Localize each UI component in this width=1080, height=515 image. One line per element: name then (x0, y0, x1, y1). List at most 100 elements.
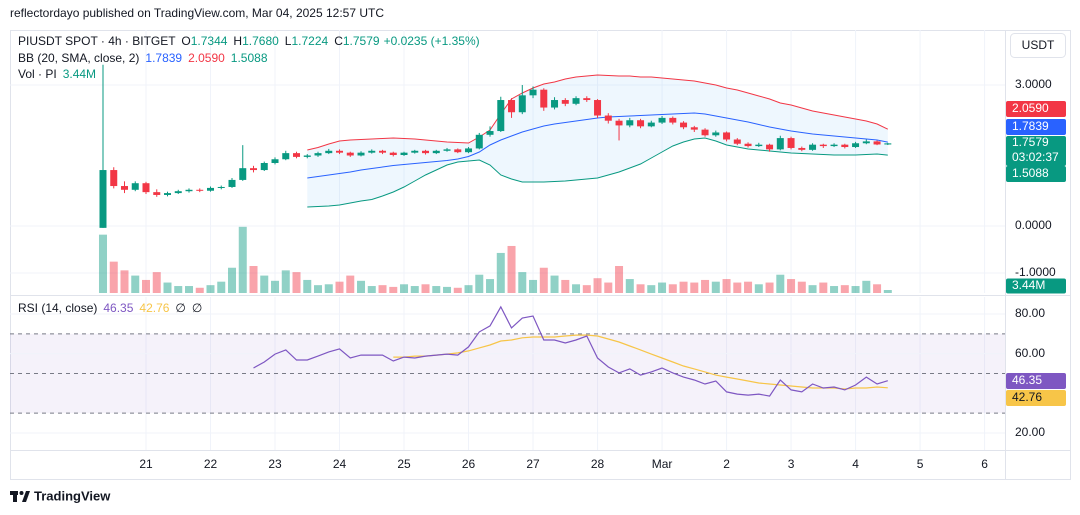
legend-key: L (285, 34, 292, 48)
y-tick-label: 3.0000 (1015, 77, 1052, 91)
volume-bar (367, 286, 376, 293)
legend-value: 1.7579 (343, 34, 380, 48)
volume-bar (776, 274, 785, 293)
volume-bar (228, 267, 237, 293)
x-tick-label: 28 (591, 457, 605, 471)
legend-indicator: RSI (14, close) (18, 301, 97, 315)
y-tick-label: 60.00 (1015, 346, 1045, 360)
x-tick-label: 4 (852, 457, 859, 471)
candle-body (153, 192, 161, 195)
volume-bar (883, 290, 892, 293)
legend-value: 2.0590 (188, 51, 225, 65)
brand: TradingView (34, 488, 111, 503)
legend-value: 46.35 (103, 301, 133, 315)
legend-value: 1.7839 (145, 51, 182, 65)
candle-body (680, 122, 688, 128)
volume-bar (701, 279, 710, 293)
volume-bar (346, 275, 355, 293)
volume-bar (873, 284, 882, 293)
candle-body (110, 170, 118, 187)
volume-bar (195, 287, 204, 293)
volume-bar (733, 282, 742, 293)
volume-bar (464, 285, 473, 293)
x-tick-label: 5 (917, 457, 924, 471)
candle-body (776, 138, 784, 150)
volume-bar (303, 279, 312, 293)
candle-body (346, 152, 354, 156)
candle-body (196, 189, 204, 191)
candle-body (357, 152, 365, 156)
volume-bar (582, 285, 591, 293)
x-tick-label: 23 (268, 457, 282, 471)
candle-body (647, 122, 655, 127)
candle-body (379, 150, 387, 153)
rsi-pill-bg (1006, 390, 1066, 406)
volume-bar (625, 279, 634, 293)
legend-value: 42.76 (139, 301, 169, 315)
legend-row: BB (20, SMA, close, 2) 1.7839 2.0590 1.5088 (18, 51, 268, 65)
volume-bar (271, 280, 280, 293)
candle-body (540, 89, 548, 108)
candle-body (637, 120, 645, 127)
candle-body (314, 153, 322, 156)
x-tick-label: 21 (139, 457, 153, 471)
volume-bar (744, 281, 753, 293)
volume-bar (378, 285, 387, 293)
candle-body (594, 100, 602, 116)
candle-body (841, 144, 849, 148)
y-tick-label: 20.00 (1015, 425, 1045, 439)
volume-bar (443, 286, 452, 293)
candle-body (701, 129, 709, 136)
volume-bar (120, 270, 129, 293)
x-tick-label: 3 (788, 457, 795, 471)
volume-bar (658, 282, 667, 293)
x-tick-label: 25 (397, 457, 411, 471)
candle-body (185, 189, 193, 192)
price-pill: 2.0590 (1012, 101, 1049, 115)
candle-body (787, 138, 795, 148)
candle-body (819, 144, 827, 147)
rsi-line (393, 334, 888, 390)
countdown: 03:02:37 (1012, 150, 1059, 164)
volume-bar (615, 266, 624, 293)
candle-body (884, 143, 892, 145)
volume-bar (550, 275, 559, 293)
x-tick-label: 27 (526, 457, 540, 471)
price-pill-bg (1006, 101, 1066, 117)
candle-body (862, 141, 870, 144)
legend-symbol: PIUSDT SPOT · 4h · BITGET (18, 34, 176, 48)
candle-body (529, 89, 537, 96)
legend-change: +0.0235 (+1.35%) (384, 34, 480, 48)
candle-body (207, 187, 215, 191)
legend-value: 1.5088 (231, 51, 268, 65)
volume-bar (432, 286, 441, 293)
legend-row: Vol · PI 3.44M (18, 67, 96, 81)
candle-body (465, 148, 473, 153)
candle-body (669, 117, 677, 123)
volume-bar (787, 279, 796, 293)
volume-bar (400, 284, 409, 293)
x-tick-label: Mar (652, 457, 673, 471)
volume-bar (410, 286, 419, 293)
volume-bar (862, 280, 871, 293)
price-pill-bg (1006, 136, 1066, 166)
candle-body (518, 95, 526, 113)
volume-bar (593, 278, 602, 293)
rsi-pill: 42.76 (1012, 390, 1042, 404)
candle-body (486, 131, 494, 135)
volume-bar (109, 261, 118, 293)
candle-body (443, 149, 451, 151)
candle-body (744, 143, 752, 147)
header: reflectordayo published on TradingView.c… (10, 6, 384, 20)
volume-bar (679, 281, 688, 293)
volume-bar (636, 284, 645, 293)
volume-bar (851, 286, 860, 293)
legend-row: RSI (14, close) 46.35 42.76 ∅ ∅ (18, 301, 202, 315)
candle-body (271, 159, 279, 164)
volume-bar (518, 272, 527, 293)
legend-indicator: Vol · PI (18, 67, 57, 81)
volume-bar (561, 279, 570, 293)
unit-box[interactable] (1010, 33, 1066, 58)
band-fill (307, 75, 888, 207)
